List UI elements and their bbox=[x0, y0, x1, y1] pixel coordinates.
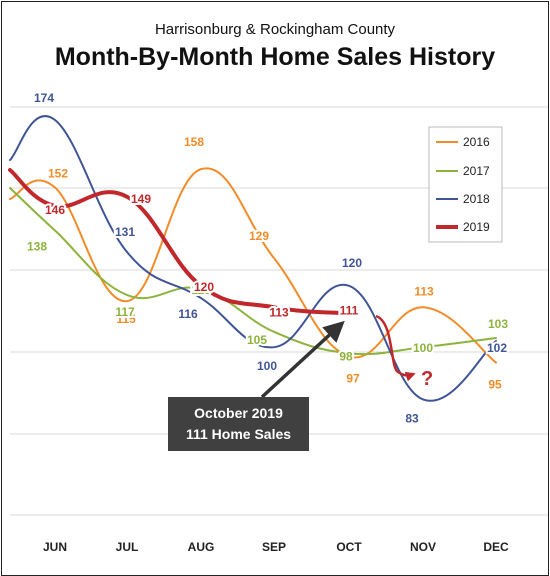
data-label-2018: 102 bbox=[487, 341, 507, 355]
data-label-2017: 103 bbox=[488, 317, 508, 331]
data-label-2017: 105 bbox=[247, 333, 267, 347]
data-label-2016: 152 bbox=[48, 167, 68, 181]
data-label-2018: 100 bbox=[257, 359, 277, 373]
callout-line2: 111 Home Sales bbox=[185, 426, 292, 442]
series-line-2018 bbox=[9, 115, 497, 402]
x-tick-label: JUL bbox=[116, 540, 139, 554]
data-label-2016: 95 bbox=[488, 378, 502, 392]
x-tick-label: OCT bbox=[336, 540, 362, 554]
data-label-2019: 149 bbox=[131, 192, 151, 206]
series-lines bbox=[8, 115, 497, 402]
data-label-2017: 100 bbox=[413, 341, 433, 355]
series-line-2019 bbox=[8, 168, 351, 316]
data-label-2019: 146 bbox=[45, 203, 65, 217]
data-label-2018: 116 bbox=[178, 307, 198, 321]
chart-title: Month-By-Month Home Sales History bbox=[54, 43, 496, 71]
legend-box bbox=[428, 126, 503, 243]
next-month-arrow bbox=[375, 314, 416, 382]
legend-label-2018: 2018 bbox=[463, 192, 490, 206]
x-axis-ticks: JUN JUL AUG SEP OCT NOV DEC bbox=[43, 540, 509, 554]
question-mark: ? bbox=[421, 368, 433, 390]
data-labels: 152 115 158 129 97 113 95 138 117 119 105 98 100 103 1… bbox=[25, 89, 510, 427]
data-label-2016: 115 bbox=[116, 312, 136, 326]
data-label-2019: 111 bbox=[340, 303, 359, 317]
x-tick-label: SEP bbox=[262, 540, 286, 554]
data-label-2017: 98 bbox=[339, 349, 353, 363]
data-label-2017: 117 bbox=[115, 305, 135, 319]
data-label-2017: 138 bbox=[27, 240, 47, 254]
data-label-2018: 174 bbox=[34, 91, 54, 105]
callout-line1: October 2019 bbox=[194, 405, 283, 421]
data-label-2018: 120 bbox=[342, 256, 362, 270]
data-label-2016: 97 bbox=[346, 371, 360, 385]
data-label-2016: 158 bbox=[184, 135, 204, 149]
x-tick-label: AUG bbox=[188, 540, 215, 554]
data-label-2018: 83 bbox=[405, 411, 419, 425]
legend: 2016 2017 2018 2019 bbox=[428, 126, 503, 243]
data-label-2019: 120 bbox=[194, 280, 214, 294]
callout-box: October 2019 111 Home Sales bbox=[168, 397, 309, 451]
callout-arrow bbox=[260, 320, 345, 399]
legend-label-2019: 2019 bbox=[463, 220, 490, 234]
legend-label-2017: 2017 bbox=[463, 164, 490, 178]
series-line-2017 bbox=[9, 187, 497, 356]
legend-label-2016: 2016 bbox=[463, 135, 490, 149]
data-label-2018: 131 bbox=[115, 225, 135, 239]
data-label-2019: 113 bbox=[269, 305, 289, 319]
data-label-2016: 113 bbox=[414, 284, 434, 298]
series-line-2016 bbox=[9, 167, 497, 364]
data-label-2016: 129 bbox=[249, 229, 269, 243]
chart-subtitle: Harrisonburg & Rockingham County bbox=[154, 21, 396, 38]
x-tick-label: NOV bbox=[410, 540, 436, 554]
x-tick-label: JUN bbox=[43, 540, 67, 554]
data-label-2017: 119 bbox=[191, 283, 211, 297]
x-tick-label: DEC bbox=[483, 540, 509, 554]
